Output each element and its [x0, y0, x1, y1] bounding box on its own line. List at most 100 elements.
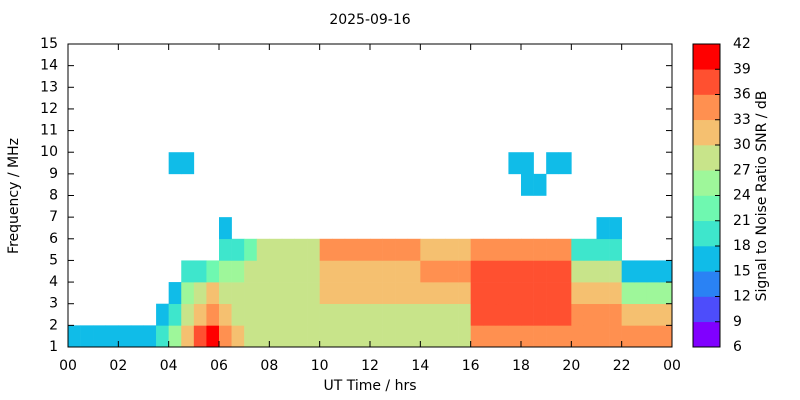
heat-cell: [646, 325, 660, 348]
chart-title: 2025-09-16: [329, 12, 410, 28]
x-tick-label: 10: [311, 358, 329, 374]
x-tick-label: 16: [462, 358, 480, 374]
heat-cell: [558, 282, 572, 305]
heat-cell: [420, 282, 434, 305]
heat-cell: [319, 238, 333, 261]
heat-cell: [219, 260, 232, 283]
colorbar-tick-label: 12: [733, 289, 751, 305]
x-tick-label: 04: [160, 358, 178, 374]
colorbar-swatch: [693, 296, 720, 323]
heat-cell: [583, 303, 597, 326]
heat-cell: [546, 325, 560, 348]
heat-cell: [558, 260, 572, 283]
heat-cell: [168, 325, 182, 348]
heat-cell: [143, 325, 157, 348]
heat-cell: [382, 282, 396, 305]
heat-cell: [118, 325, 132, 348]
heat-cell: [193, 303, 207, 326]
colorbar-swatch: [693, 145, 720, 171]
heat-cell: [508, 260, 522, 283]
heat-cell: [168, 152, 182, 175]
heat-cell: [609, 282, 622, 305]
heat-cell: [357, 282, 371, 305]
heat-cell: [294, 282, 308, 305]
heat-cell: [407, 238, 421, 261]
colorbar-swatch: [693, 271, 720, 297]
heat-cell: [219, 217, 232, 240]
heat-cell: [193, 325, 207, 348]
heat-cell: [458, 303, 471, 326]
heat-cell: [533, 282, 547, 305]
heat-cell: [281, 303, 295, 326]
y-tick-label: 15: [40, 36, 58, 52]
heat-cell: [521, 282, 534, 305]
y-tick-label: 2: [49, 317, 58, 333]
heat-cell: [395, 238, 409, 261]
heat-cell: [332, 260, 346, 283]
heat-cell: [596, 325, 610, 348]
heat-cell: [181, 303, 195, 326]
heat-cell: [546, 303, 560, 326]
x-tick-label: 00: [59, 358, 77, 374]
heat-cell: [206, 260, 220, 283]
heat-cell: [231, 303, 245, 326]
heat-cell: [521, 325, 534, 348]
heat-cell: [621, 282, 635, 305]
heat-cell: [470, 325, 484, 348]
heat-cell: [307, 282, 320, 305]
heat-cell: [181, 282, 195, 305]
heat-cell: [495, 260, 509, 283]
heat-cell: [93, 325, 107, 348]
heat-cell: [445, 238, 459, 261]
heat-cell: [634, 282, 648, 305]
heat-cell: [181, 260, 195, 283]
x-tick-label: 02: [109, 358, 127, 374]
heat-cell: [609, 238, 622, 261]
heat-cell: [521, 152, 534, 175]
heat-cell: [571, 303, 585, 326]
heat-cell: [596, 282, 610, 305]
heat-cell: [508, 238, 522, 261]
heat-cell: [407, 303, 421, 326]
y-tick-label: 5: [49, 252, 58, 268]
y-tick-label: 9: [49, 166, 58, 182]
heat-cell: [596, 303, 610, 326]
heat-cell: [445, 282, 459, 305]
y-tick-label: 6: [49, 231, 58, 247]
heat-cell: [332, 303, 346, 326]
heat-cell: [609, 260, 622, 283]
colorbar-tick-label: 39: [733, 61, 751, 77]
colorbar-tick-label: 9: [733, 314, 742, 330]
heat-cell: [244, 260, 258, 283]
y-tick-label: 4: [49, 274, 58, 290]
heat-cell: [219, 238, 232, 261]
heat-cell: [319, 260, 333, 283]
heat-cell: [344, 303, 358, 326]
y-tick-label: 10: [40, 144, 58, 160]
heat-cell: [533, 238, 547, 261]
heat-cell: [432, 325, 446, 348]
heat-cell: [382, 238, 396, 261]
heat-cell: [558, 325, 572, 348]
heat-cell: [609, 325, 622, 348]
colorbar-tick-label: 15: [733, 263, 751, 279]
heat-cell: [294, 260, 308, 283]
heat-cell: [269, 282, 283, 305]
heat-cell: [432, 238, 446, 261]
heat-cell: [659, 325, 673, 348]
heat-cell: [231, 238, 245, 261]
heat-cell: [646, 282, 660, 305]
heat-cell: [281, 282, 295, 305]
heat-cell: [571, 238, 585, 261]
heat-cell: [432, 303, 446, 326]
heat-cell: [483, 325, 497, 348]
heat-cell: [219, 282, 232, 305]
heat-cell: [370, 260, 383, 283]
heat-cell: [256, 282, 270, 305]
heat-cell: [307, 303, 320, 326]
heat-cell: [395, 260, 409, 283]
heat-cell: [458, 325, 471, 348]
heat-cell: [521, 173, 534, 196]
heat-cell: [344, 325, 358, 348]
heat-cell: [319, 325, 333, 348]
